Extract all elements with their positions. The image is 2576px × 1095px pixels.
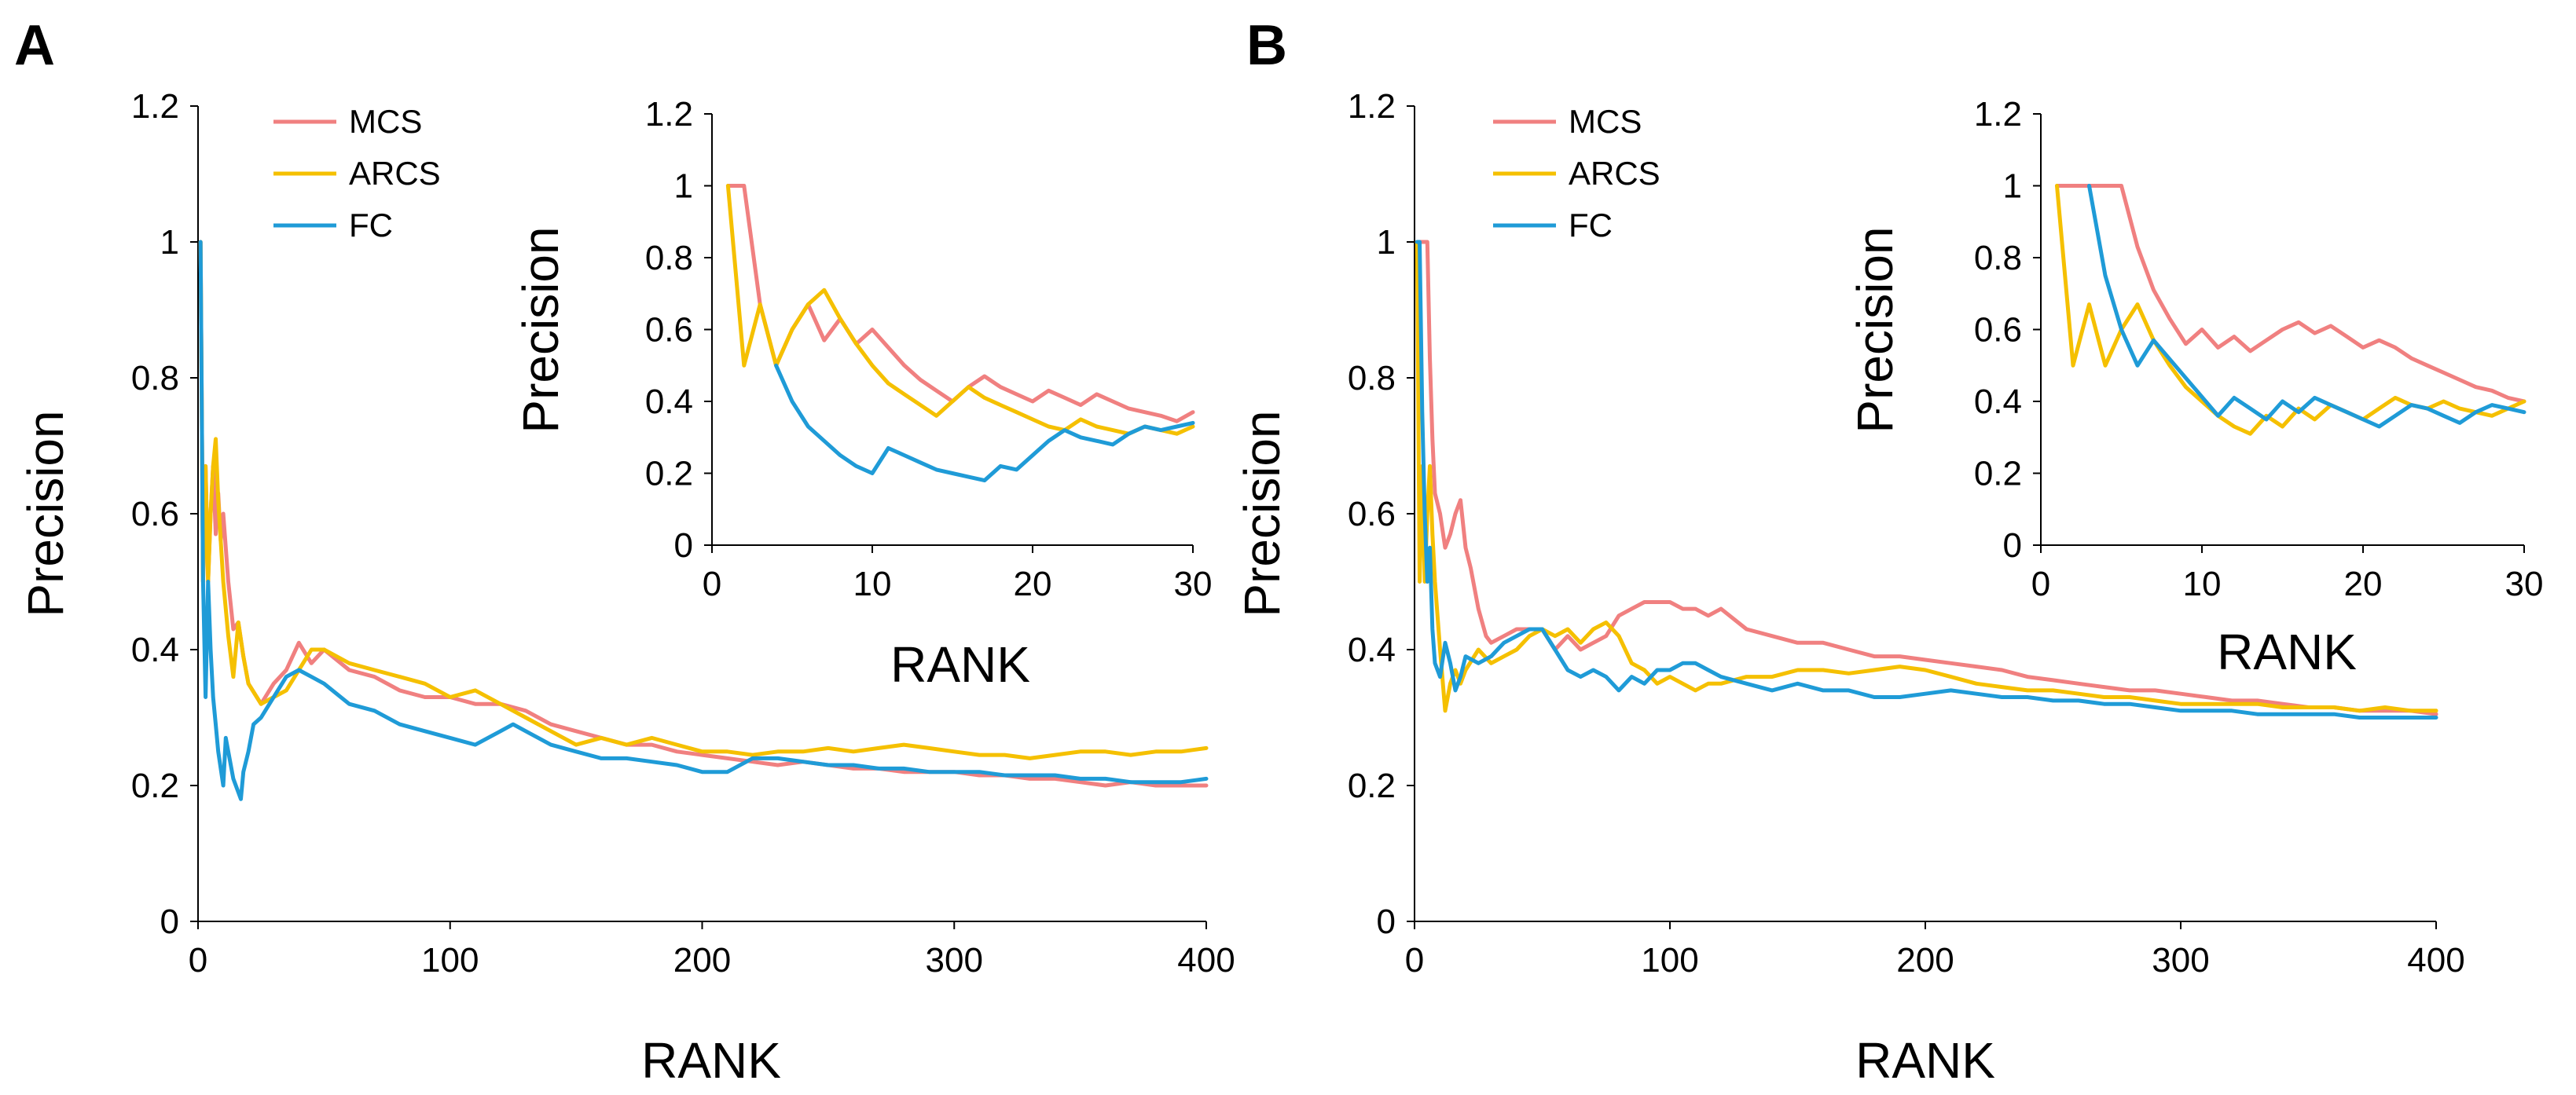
y-tick-label: 0.6 [1348,495,1396,533]
y-tick-label: 1 [1377,223,1396,262]
charts-layer: 00.20.40.60.811.20 100 200 300 400RANKPrecis… [17,87,2543,1089]
x-tick-label: 200 [673,941,731,980]
x-axis-title: RANK [641,1032,781,1089]
y-tick-label: 0.4 [1974,383,2022,421]
x-tick-label: 0 [189,941,207,980]
legend-label-arcs: ARCS [349,155,441,192]
chart-a-inset: 0 0.2 0.4 0.6 0.8 1 1.2 0 10 20 30 RANK Precision [512,95,1212,693]
chart-b-inset: 0 0.2 0.4 0.6 0.8 1 1.2 0 10 20 30 RANK Precision [1847,95,2543,680]
x-tick-label: 400 [2407,941,2464,980]
series-line-arcs [1415,240,2438,713]
panel-a-letter: A [14,14,55,77]
legend-label-mcs: MCS [349,103,422,140]
x-tick-label: 30 [2505,565,2544,603]
x-tick-label: 0 [703,565,721,603]
x-tick-label: 100 [421,941,479,980]
y-tick-label: 1.2 [1348,87,1396,126]
legend-label-mcs: MCS [1569,103,1642,140]
x-tick-label: 100 [1641,941,1698,980]
series-line-arcs [725,184,1195,436]
y-tick-label: 0 [160,903,179,941]
y-tick-label: 0.8 [1348,359,1396,397]
y-tick-label: 0.2 [645,455,693,493]
y-tick-label: 1.2 [645,95,693,134]
x-tick-label: 20 [2344,565,2383,603]
legend-label-arcs: ARCS [1569,155,1660,192]
y-axis-title: Precision [1234,410,1290,617]
y-tick-label: 0.8 [131,359,179,397]
y-tick-label: 0.8 [1974,239,2022,277]
legend-label-fc: FC [1569,207,1613,244]
series-line-mcs [198,240,1209,788]
panel-b-letter: B [1246,14,1287,77]
y-tick-label: 1 [674,167,693,206]
y-tick-label: 0 [2003,526,2022,565]
x-tick-label: 400 [1177,941,1235,980]
x-tick-label: 10 [853,565,892,603]
legend: MCS ARCS FC [1493,103,1660,244]
series-line-fc [1415,240,2438,720]
series-line-arcs [2055,184,2526,436]
x-axis-title: RANK [1855,1032,1995,1089]
legend-label-fc: FC [349,207,393,244]
y-tick-label: 0.4 [131,631,179,669]
y-tick-label: 0.6 [1974,311,2022,350]
series-line-mcs [1415,240,2438,716]
y-tick-label: 1.2 [131,87,179,126]
legend: MCS ARCS FC [273,103,441,244]
y-tick-label: 0.4 [1348,631,1396,669]
y-tick-label: 1.2 [1974,95,2022,134]
y-tick-label: 0.8 [645,239,693,277]
y-axis-title: Precision [1847,226,1903,433]
series-line-fc [2087,184,2526,429]
x-tick-label: 300 [2152,941,2209,980]
series-line-mcs [725,184,1195,423]
y-axis-title: Precision [17,410,74,617]
y-tick-label: 1 [160,223,179,262]
x-tick-label: 30 [1174,565,1213,603]
x-tick-label: 200 [1896,941,1954,980]
x-tick-label: 10 [2183,565,2222,603]
y-tick-label: 0.2 [1974,455,2022,493]
y-tick-label: 0.2 [1348,767,1396,805]
series-line-mcs [2055,184,2526,404]
y-tick-label: 0 [1377,903,1396,941]
x-tick-label: 0 [1405,941,1424,980]
y-tick-label: 0.6 [131,495,179,533]
y-tick-label: 0.2 [131,767,179,805]
chart-b: 00.20.40.60.811.20 100 200 300 400RANKPrecis… [1234,87,2465,1089]
y-tick-label: 0 [674,526,693,565]
y-tick-label: 0.4 [645,383,693,421]
y-axis-title: Precision [512,226,569,433]
y-tick-label: 0.6 [645,311,693,350]
series-line-arcs [198,240,1209,760]
x-axis-title: RANK [2217,624,2357,680]
chart-a: 00.20.40.60.811.20 100 200 300 400RANKPrecis… [17,87,1235,1089]
x-axis-title: RANK [890,636,1030,693]
x-tick-label: 300 [926,941,983,980]
series-line-fc [198,240,1209,801]
x-tick-label: 0 [2031,565,2050,603]
series-line-fc [774,363,1195,483]
x-tick-label: 20 [1014,565,1052,603]
y-tick-label: 1 [2003,167,2022,206]
